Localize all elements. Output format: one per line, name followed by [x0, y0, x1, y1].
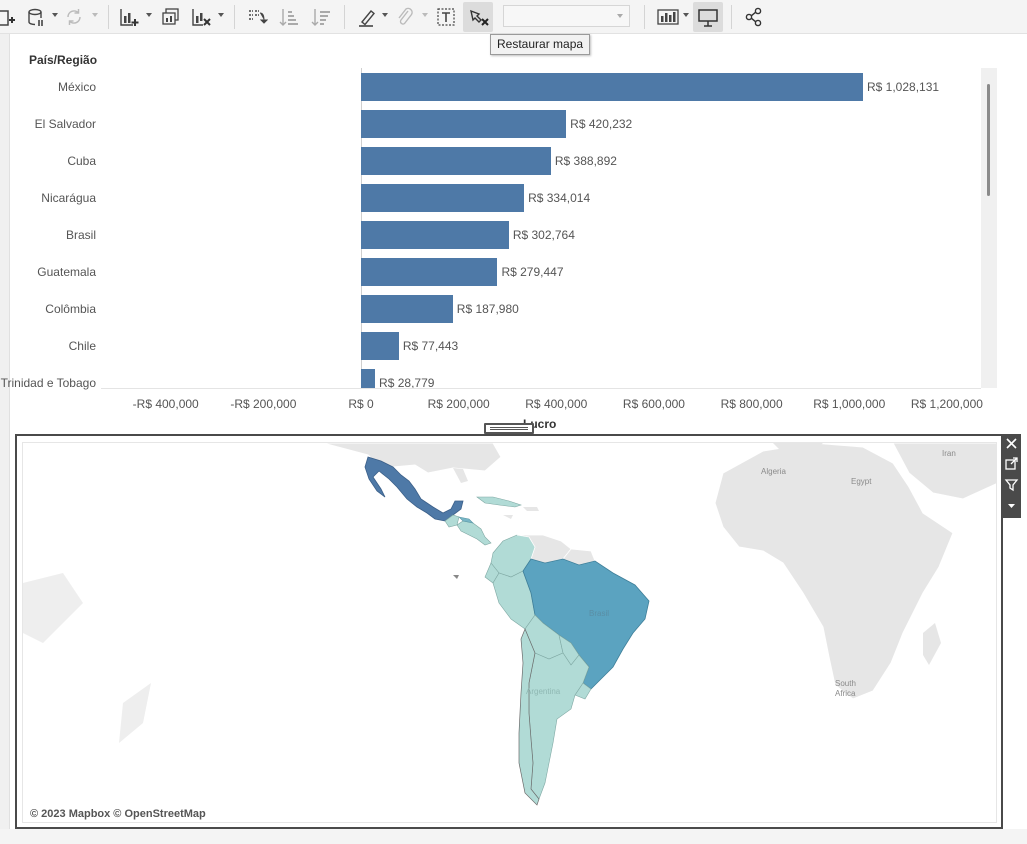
- chile-shape: [518, 628, 540, 806]
- africa-shape: [714, 443, 954, 700]
- row-label: Trinidad e Tobago: [0, 376, 96, 390]
- map-sheet[interactable]: Algeria Egypt Iran Brasil Argentina Sout…: [15, 434, 1003, 829]
- guatemala-shape: [444, 514, 460, 528]
- clear-sheet-icon[interactable]: [190, 3, 212, 31]
- vertical-scrollbar[interactable]: [981, 68, 997, 388]
- map-canvas[interactable]: Algeria Egypt Iran Brasil Argentina Sout…: [22, 442, 997, 823]
- central-america-shape: [456, 520, 492, 546]
- bar[interactable]: [361, 147, 551, 175]
- map-attribution: © 2023 Mapbox © OpenStreetMap: [28, 808, 208, 820]
- map-label-algeria: Algeria: [761, 467, 786, 476]
- x-axis-line: [101, 388, 981, 389]
- row-label: México: [57, 80, 96, 94]
- usa-shape: [322, 443, 502, 474]
- label-icon[interactable]: [435, 3, 457, 31]
- bar-value-label: R$ 302,764: [512, 228, 575, 242]
- world-map[interactable]: [23, 443, 997, 823]
- bar[interactable]: [361, 332, 399, 360]
- map-label-south-africa-2: Africa: [835, 689, 856, 698]
- row-label: Cuba: [67, 154, 96, 168]
- bar-value-label: R$ 388,892: [554, 154, 617, 168]
- map-label-brazil: Brasil: [589, 609, 610, 618]
- tooltip: Restaurar mapa: [490, 34, 591, 55]
- map-label-iran: Iran: [942, 449, 956, 458]
- x-tick-label: R$ 800,000: [720, 397, 783, 411]
- cuba-shape: [476, 496, 522, 508]
- toolbar: [0, 0, 1027, 34]
- close-icon[interactable]: [1004, 436, 1019, 451]
- chevron-down-icon: [617, 14, 623, 18]
- bar[interactable]: [361, 184, 525, 212]
- datasource-icon[interactable]: [27, 3, 45, 31]
- bar[interactable]: [361, 369, 376, 388]
- presentation-icon[interactable]: [697, 3, 719, 31]
- bar-value-label: R$ 279,447: [501, 265, 564, 279]
- bottom-strip: [0, 829, 1027, 844]
- scrollbar-thumb[interactable]: [987, 84, 990, 196]
- x-tick-label: R$ 0: [348, 397, 374, 411]
- argentina-shape: [528, 652, 590, 800]
- pin-map-icon[interactable]: [467, 3, 491, 31]
- bar-value-label: R$ 187,980: [456, 302, 519, 316]
- column-header: País/Região: [29, 53, 98, 67]
- bar[interactable]: [361, 295, 453, 323]
- filter-icon[interactable]: [1004, 477, 1019, 492]
- row-label: Nicarágua: [41, 191, 96, 205]
- bar-value-label: R$ 334,014: [528, 191, 591, 205]
- bar-value-label: R$ 1,028,131: [867, 80, 940, 94]
- new-sheet-icon[interactable]: [118, 3, 140, 31]
- row-label: El Salvador: [34, 117, 96, 131]
- row-label: Brasil: [65, 228, 96, 242]
- more-options-icon[interactable]: [1004, 498, 1019, 513]
- row-label: Guatemala: [37, 265, 96, 279]
- bar[interactable]: [361, 221, 509, 249]
- x-tick-label: -R$ 200,000: [230, 397, 297, 411]
- map-label-south-africa-1: South: [835, 679, 856, 688]
- refresh-icon[interactable]: [64, 3, 84, 31]
- share-icon[interactable]: [744, 3, 764, 31]
- plot-area: R$ 1,028,131 R$ 420,232 R$ 388,892 R$ 334,0…: [101, 68, 981, 388]
- show-me-icon[interactable]: [656, 3, 680, 31]
- group-icon[interactable]: [394, 3, 416, 31]
- add-datasource-icon[interactable]: [0, 3, 16, 31]
- swap-icon[interactable]: [246, 3, 268, 31]
- open-external-icon[interactable]: [1004, 456, 1019, 471]
- x-tick-label: R$ 600,000: [622, 397, 685, 411]
- x-tick-label: R$ 1,200,000: [910, 397, 983, 411]
- x-tick-label: R$ 400,000: [525, 397, 588, 411]
- sheet-floating-menu: [1002, 434, 1021, 518]
- map-label-egypt: Egypt: [851, 477, 872, 486]
- bar[interactable]: [361, 110, 567, 138]
- row-label: Chile: [68, 339, 96, 353]
- map-label-argentina: Argentina: [526, 687, 561, 696]
- bar[interactable]: [361, 73, 863, 101]
- row-label: Colômbia: [45, 302, 96, 316]
- bar[interactable]: [361, 258, 498, 286]
- sort-ascending-icon[interactable]: [278, 3, 300, 31]
- resize-grip[interactable]: [484, 423, 534, 434]
- highlight-icon[interactable]: [356, 3, 378, 31]
- bar-value-label: R$ 420,232: [570, 117, 633, 131]
- fit-dropdown[interactable]: [503, 5, 630, 27]
- sort-descending-icon[interactable]: [310, 3, 332, 31]
- x-tick-label: -R$ 400,000: [132, 397, 199, 411]
- duplicate-sheet-icon[interactable]: [160, 3, 182, 31]
- bar-value-label: R$ 77,443: [402, 339, 459, 353]
- left-panel-edge: [0, 34, 10, 844]
- x-tick-label: R$ 1,000,000: [813, 397, 886, 411]
- x-tick-label: R$ 200,000: [427, 397, 490, 411]
- bar-value-label: R$ 28,779: [379, 376, 435, 388]
